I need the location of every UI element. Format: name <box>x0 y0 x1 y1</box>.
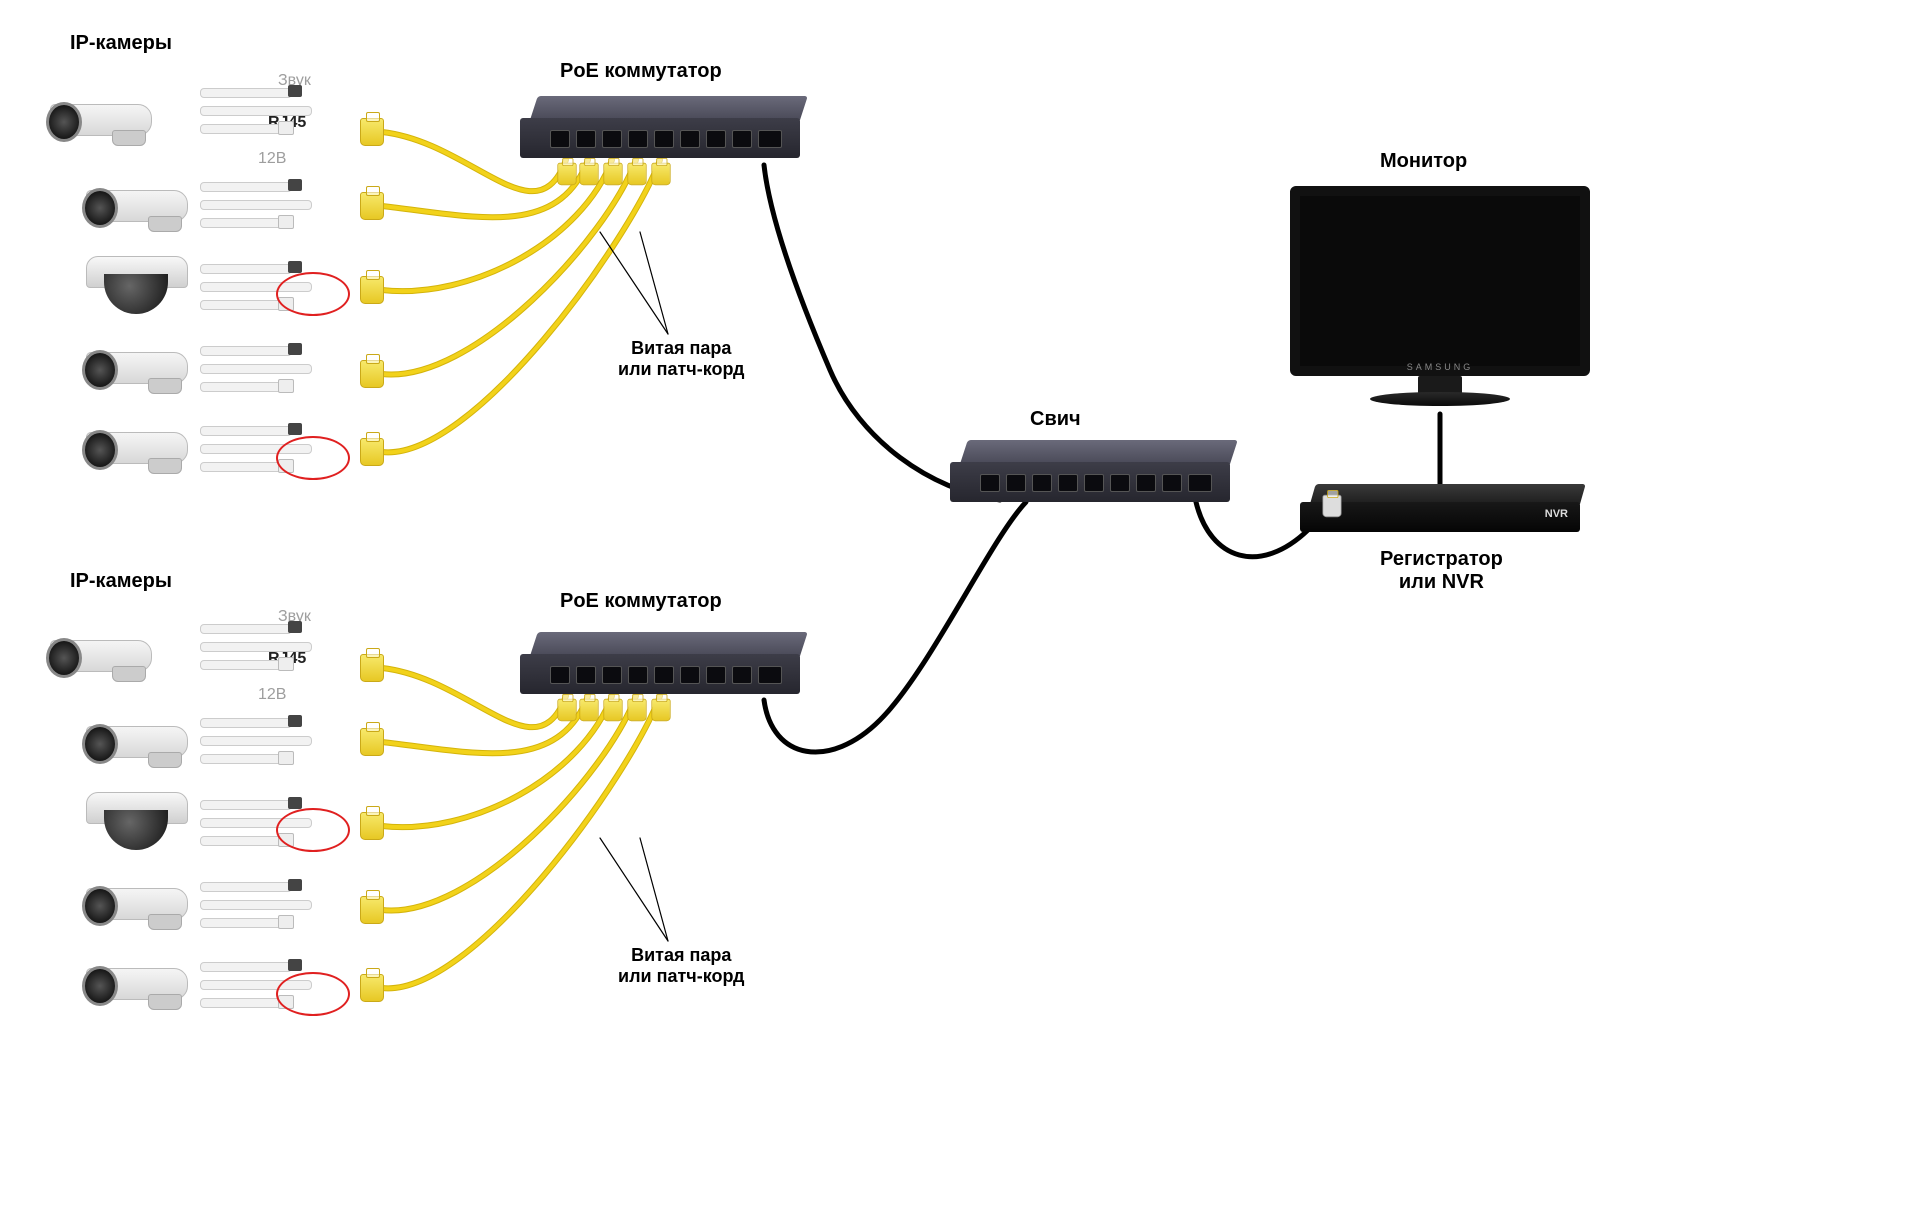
switch-ports <box>980 474 1182 492</box>
rj45-plug-icon <box>360 728 384 756</box>
rj45-plug-icon <box>360 192 384 220</box>
label-patch-bot: Витая пара или патч-корд <box>618 945 744 987</box>
ip-camera-icon <box>86 424 206 470</box>
rj45-plug-icon <box>360 438 384 466</box>
red-highlight-icon <box>276 436 350 480</box>
rj45-plug-icon <box>1322 495 1341 517</box>
ip-dome-camera-icon <box>86 256 186 316</box>
rj45-plug-icon <box>603 699 622 721</box>
ip-camera-icon <box>50 96 170 142</box>
ip-dome-camera-icon <box>86 792 186 852</box>
label-12v-top: 12В <box>258 150 286 168</box>
camera-cable-tails <box>200 82 330 142</box>
nvr-icon: NVR <box>1300 484 1580 536</box>
rj45-plug-icon <box>360 118 384 146</box>
rj45-plug-icon <box>360 360 384 388</box>
rj45-plug-icon <box>360 654 384 682</box>
rj45-plug-icon <box>627 163 646 185</box>
rj45-plug-icon <box>557 163 576 185</box>
rj45-plug-icon <box>360 276 384 304</box>
label-switch-center: Свич <box>1030 408 1081 431</box>
label-nvr: Регистратор или NVR <box>1380 548 1503 594</box>
camera-cable-tails <box>200 876 330 936</box>
label-poe-switch-bot: PoE коммутатор <box>560 590 722 613</box>
ip-camera-icon <box>86 182 206 228</box>
monitor-icon: SAMSUNG <box>1290 186 1590 416</box>
label-ip-cameras-top: IP-камеры <box>70 32 172 55</box>
ip-camera-icon <box>86 880 206 926</box>
camera-cable-tails <box>200 340 330 400</box>
rj45-plug-icon <box>627 699 646 721</box>
camera-cable-tails <box>200 712 330 772</box>
rj45-plug-icon <box>360 974 384 1002</box>
camera-cable-tails <box>200 618 330 678</box>
label-poe-switch-top: PoE коммутатор <box>560 60 722 83</box>
red-highlight-icon <box>276 808 350 852</box>
rj45-plug-icon <box>603 163 622 185</box>
rj45-plug-icon <box>557 699 576 721</box>
camera-cable-tails <box>200 176 330 236</box>
diagram-stage: IP-камеры IP-камеры PoE коммутатор PoE к… <box>0 0 1924 1216</box>
ip-camera-icon <box>50 632 170 678</box>
red-highlight-icon <box>276 272 350 316</box>
rj45-plug-icon <box>360 896 384 924</box>
rj45-plug-icon <box>579 163 598 185</box>
ip-camera-icon <box>86 960 206 1006</box>
rj45-plug-icon <box>579 699 598 721</box>
ip-camera-icon <box>86 718 206 764</box>
center-switch-icon <box>950 440 1230 512</box>
rj45-plug-icon <box>651 163 670 185</box>
red-highlight-icon <box>276 972 350 1016</box>
ip-camera-icon <box>86 344 206 390</box>
monitor-brand: SAMSUNG <box>1290 362 1590 372</box>
label-ip-cameras-bot: IP-камеры <box>70 570 172 593</box>
label-12v-bot: 12В <box>258 686 286 704</box>
rj45-plug-icon <box>651 699 670 721</box>
rj45-plug-icon <box>360 812 384 840</box>
nvr-badge: NVR <box>1545 508 1568 520</box>
label-patch-top: Витая пара или патч-корд <box>618 338 744 380</box>
label-monitor: Монитор <box>1380 150 1467 173</box>
